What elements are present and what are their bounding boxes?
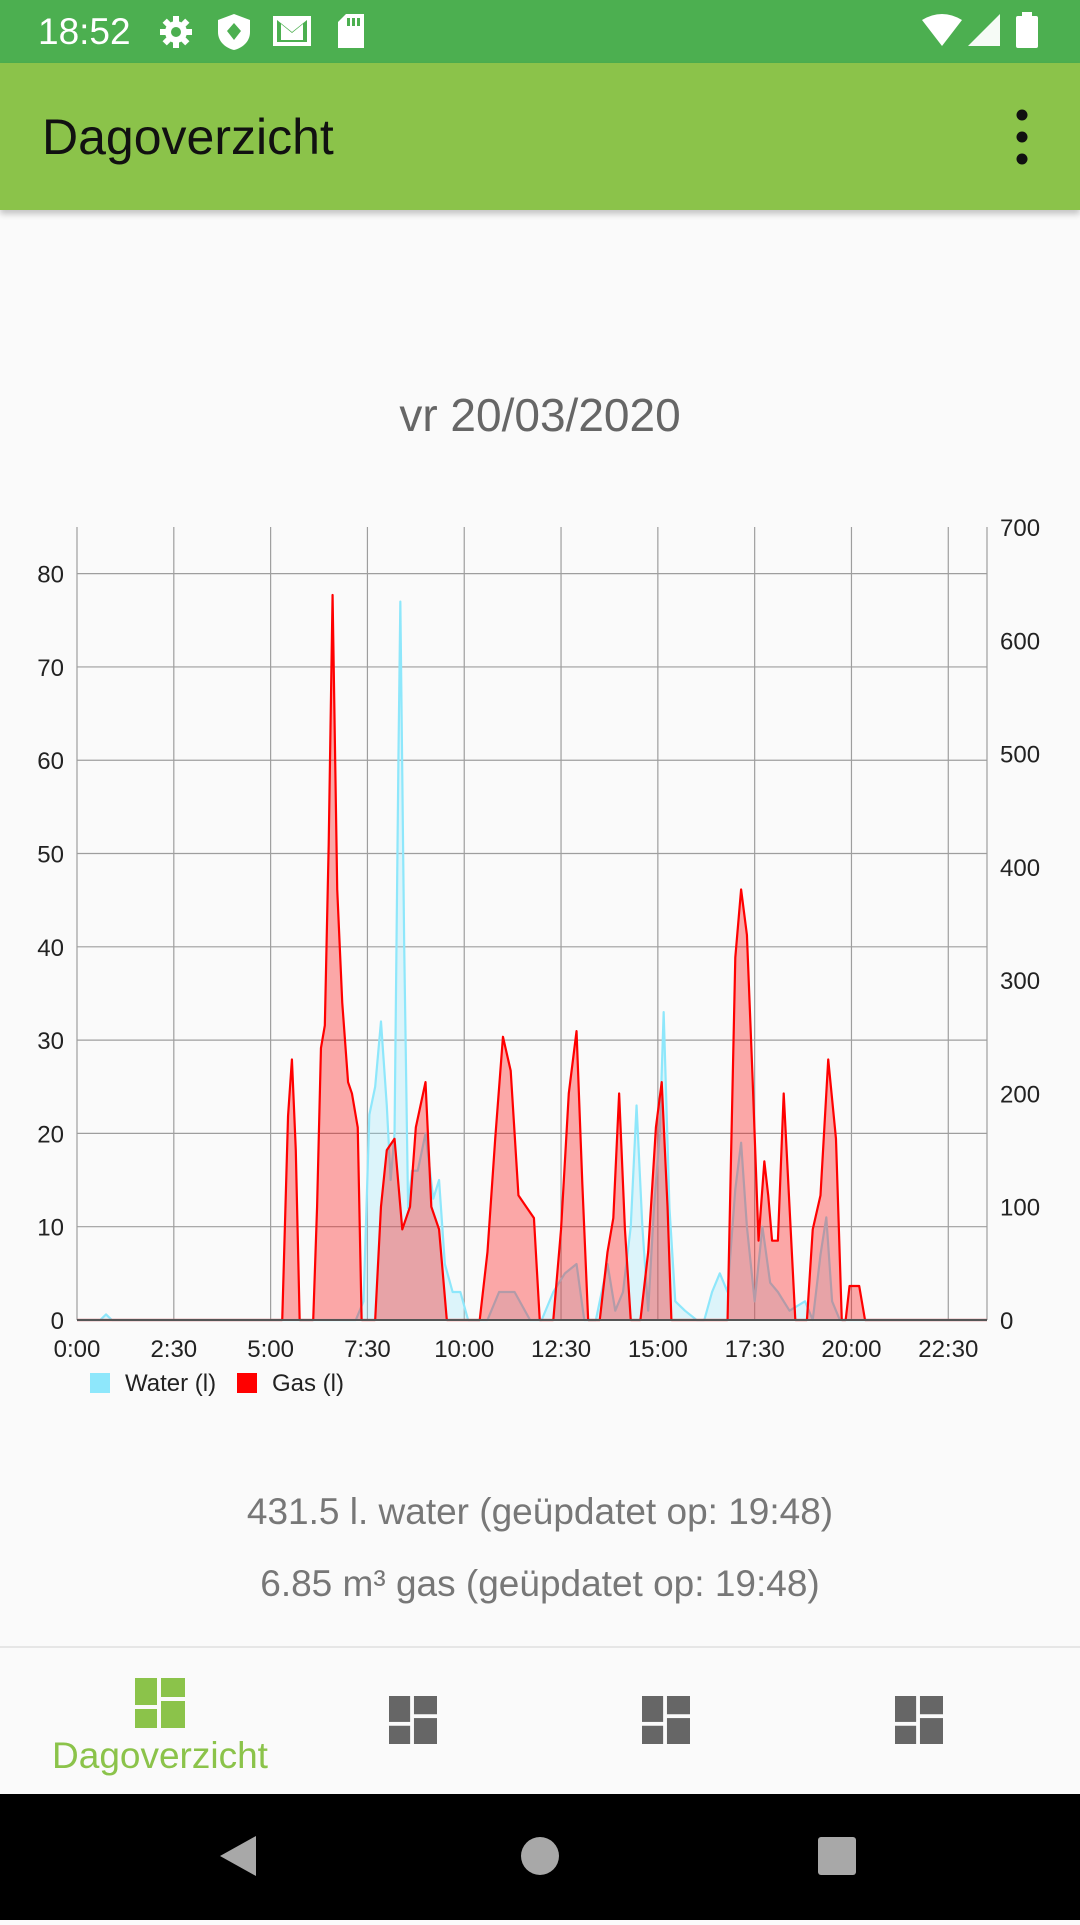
- status-system-icons: [922, 12, 1052, 57]
- nav-tab-2[interactable]: [278, 1648, 548, 1796]
- y-left-tick-label: 50: [37, 842, 64, 869]
- date-label: vr 20/03/2020: [399, 389, 681, 441]
- x-tick-label: 5:00: [247, 1336, 294, 1363]
- y-right-tick-label: 500: [1000, 742, 1040, 769]
- status-bar: 18:52: [0, 0, 1080, 63]
- y-left-tick-label: 20: [37, 1121, 64, 1148]
- dashboard-icon: [135, 1678, 185, 1728]
- water-summary: 431.5 l. water (geüpdatet op: 19:48): [246, 1491, 834, 1532]
- app-bar: Dagoverzicht: [0, 63, 1080, 210]
- x-tick-label: 22:30: [918, 1336, 978, 1363]
- status-time: 18:52: [38, 11, 131, 52]
- x-tick-label: 12:30: [531, 1336, 591, 1363]
- sd-card-icon: [338, 14, 364, 48]
- y-right-tick-label: 100: [1000, 1195, 1040, 1222]
- y-left-tick-label: 80: [37, 562, 64, 589]
- gmail-icon: [273, 16, 311, 46]
- x-tick-label: 20:00: [821, 1336, 881, 1363]
- y-right-tick-label: 300: [1000, 968, 1040, 995]
- system-navigation-bar: [0, 1794, 1080, 1920]
- nav-tab-3[interactable]: [531, 1648, 801, 1796]
- nav-tab-4[interactable]: [784, 1648, 1054, 1796]
- y-right-tick-label: 400: [1000, 855, 1040, 882]
- legend-swatch: [90, 1373, 110, 1393]
- dashboard-icon: [642, 1696, 690, 1744]
- series-area: [77, 601, 987, 1320]
- y-right-tick-label: 700: [1000, 515, 1040, 542]
- x-tick-label: 2:30: [150, 1336, 197, 1363]
- bottom-navigation: Dagoverzicht: [0, 1646, 1080, 1796]
- y-left-tick-label: 40: [37, 935, 64, 962]
- y-right-tick-label: 600: [1000, 628, 1040, 655]
- back-icon[interactable]: [220, 1836, 256, 1876]
- battery-icon: [1016, 12, 1038, 48]
- y-left-tick-label: 30: [37, 1028, 64, 1055]
- y-left-tick-label: 10: [37, 1215, 64, 1242]
- x-tick-label: 15:00: [628, 1336, 688, 1363]
- recents-icon[interactable]: [818, 1837, 856, 1875]
- gas-summary: 6.85 m³ gas (geüpdatet op: 19:48): [260, 1563, 820, 1604]
- y-left-tick-label: 70: [37, 655, 64, 682]
- x-tick-label: 0:00: [54, 1336, 101, 1363]
- legend-swatch: [237, 1373, 257, 1393]
- shield-icon: [218, 14, 250, 50]
- series-line: [77, 593, 987, 1322]
- y-left-tick-label: 0: [51, 1308, 64, 1335]
- page-title: Dagoverzicht: [42, 109, 334, 165]
- x-tick-label: 10:00: [434, 1336, 494, 1363]
- more-vert-icon[interactable]: [1002, 103, 1042, 171]
- gear-icon: [160, 16, 192, 48]
- series-line: [77, 600, 987, 1322]
- y-right-tick-label: 200: [1000, 1081, 1040, 1108]
- home-icon[interactable]: [521, 1837, 559, 1875]
- signal-icon: [968, 14, 1000, 46]
- x-tick-label: 17:30: [725, 1336, 785, 1363]
- wifi-icon: [922, 14, 962, 46]
- x-tick-label: 7:30: [344, 1336, 391, 1363]
- series-area: [77, 594, 987, 1320]
- y-right-tick-label: 0: [1000, 1308, 1013, 1335]
- status-notification-icons: [158, 12, 398, 57]
- dashboard-icon: [895, 1696, 943, 1744]
- legend-label: Water (l): [125, 1370, 216, 1397]
- nav-tab-dagoverzicht[interactable]: Dagoverzicht: [25, 1648, 295, 1796]
- usage-chart[interactable]: 0:00 2:30 5:00 7:30 10:00 12:30 15:00 17:30 20:0…: [0, 510, 1080, 1410]
- nav-tab-label: Dagoverzicht: [52, 1735, 268, 1776]
- dashboard-icon: [389, 1696, 437, 1744]
- y-left-tick-label: 60: [37, 748, 64, 775]
- legend-label: Gas (l): [272, 1370, 344, 1397]
